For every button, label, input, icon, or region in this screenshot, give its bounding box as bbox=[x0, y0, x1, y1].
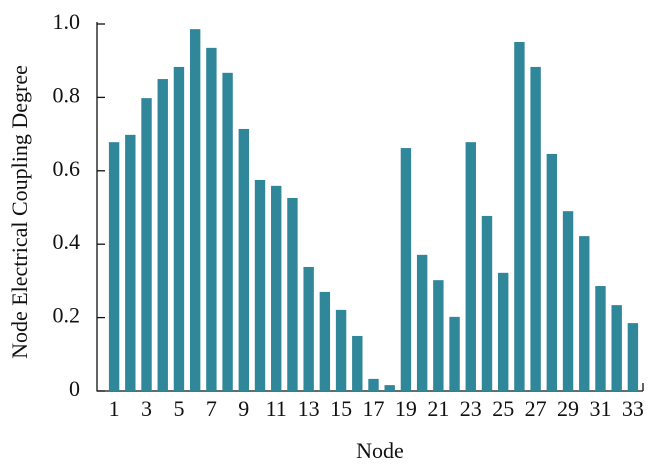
bar bbox=[562, 211, 574, 391]
y-tick-label: 1.0 bbox=[53, 9, 81, 34]
x-axis-label: Node bbox=[356, 438, 404, 463]
x-tick-label: 9 bbox=[238, 396, 249, 421]
x-tick-label: 1 bbox=[109, 396, 120, 421]
x-tick-label: 19 bbox=[395, 396, 417, 421]
y-tick-label: 0.2 bbox=[53, 303, 81, 328]
bar bbox=[627, 323, 639, 391]
bar bbox=[449, 316, 460, 391]
bar bbox=[173, 66, 185, 392]
x-tick-label: 11 bbox=[266, 396, 287, 421]
y-tick-label: 0 bbox=[69, 376, 80, 401]
y-tick-label: 0.8 bbox=[53, 82, 81, 107]
x-tick-label: 33 bbox=[622, 396, 644, 421]
bar bbox=[222, 72, 233, 391]
y-tick-label: 0.6 bbox=[53, 156, 81, 181]
x-tick-label: 5 bbox=[173, 396, 184, 421]
y-tick-label: 0.4 bbox=[53, 229, 81, 254]
bar bbox=[238, 128, 250, 391]
bar bbox=[579, 236, 590, 391]
bar bbox=[481, 215, 493, 391]
bar bbox=[368, 378, 379, 391]
bar bbox=[319, 291, 331, 391]
bar bbox=[189, 29, 201, 391]
x-tick-label: 17 bbox=[363, 396, 385, 421]
bar bbox=[125, 134, 136, 392]
bar bbox=[611, 305, 622, 391]
bar bbox=[530, 66, 541, 392]
bar bbox=[465, 142, 476, 391]
x-tick-label: 29 bbox=[557, 396, 579, 421]
x-tick-label: 15 bbox=[330, 396, 352, 421]
x-tick-label: 21 bbox=[427, 396, 449, 421]
x-tick-label: 3 bbox=[141, 396, 152, 421]
x-tick-label: 13 bbox=[298, 396, 320, 421]
x-tick-label: 25 bbox=[492, 396, 514, 421]
x-tick-label: 31 bbox=[589, 396, 611, 421]
bar bbox=[157, 79, 168, 392]
bar bbox=[271, 185, 282, 391]
bar bbox=[206, 47, 217, 391]
bar bbox=[335, 309, 347, 391]
bar bbox=[287, 197, 298, 391]
x-tick-label: 7 bbox=[206, 396, 217, 421]
bar bbox=[433, 280, 444, 391]
bar bbox=[141, 98, 152, 391]
bar bbox=[254, 179, 266, 391]
x-tick-label: 27 bbox=[525, 396, 547, 421]
bar bbox=[384, 385, 395, 391]
bar bbox=[303, 266, 314, 391]
bar bbox=[400, 148, 412, 391]
x-tick-label: 23 bbox=[460, 396, 482, 421]
bar bbox=[514, 41, 525, 391]
bar bbox=[546, 153, 558, 391]
bar bbox=[352, 335, 363, 391]
bar bbox=[595, 286, 606, 391]
y-axis-label: Node Electrical Coupling Degree bbox=[7, 65, 32, 359]
bar bbox=[416, 254, 428, 391]
bar bbox=[497, 272, 509, 391]
bar bbox=[108, 142, 120, 391]
